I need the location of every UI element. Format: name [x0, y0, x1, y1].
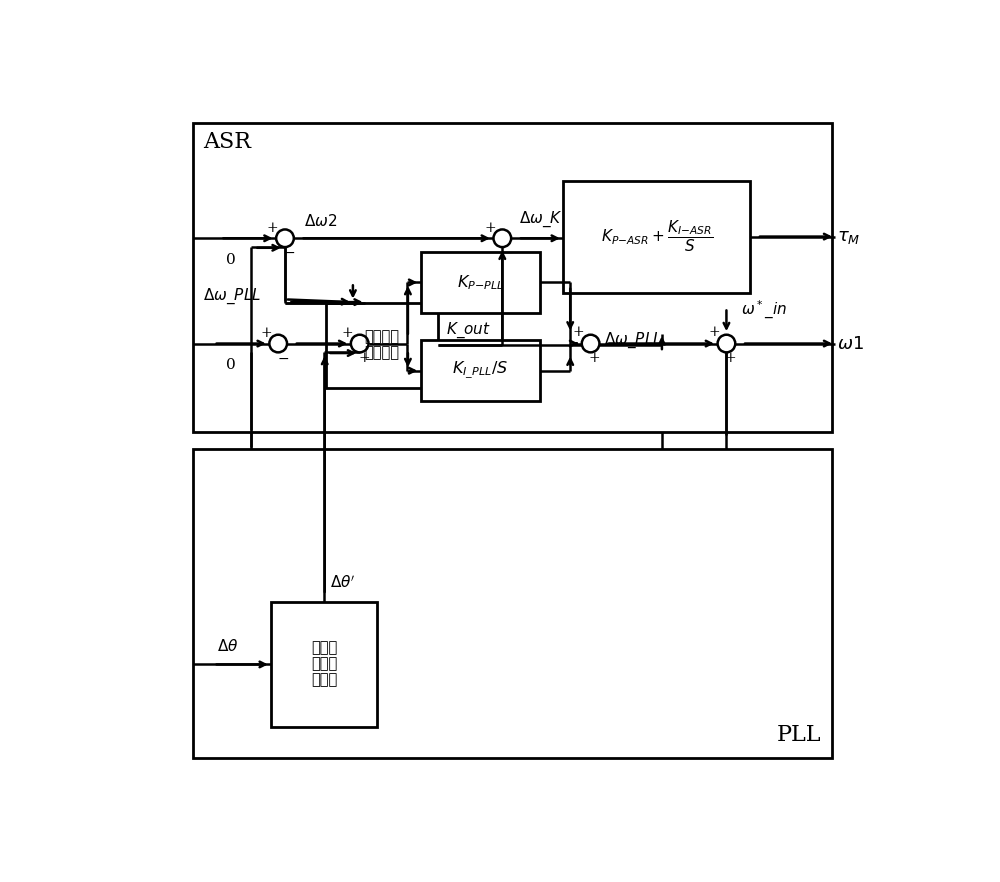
Circle shape — [582, 334, 599, 353]
Circle shape — [493, 229, 511, 247]
Text: ASR: ASR — [203, 131, 251, 153]
Text: $\Delta\omega\_PLL$: $\Delta\omega\_PLL$ — [203, 287, 262, 306]
Text: 轴误差
波动滤
除算法: 轴误差 波动滤 除算法 — [311, 641, 337, 688]
Text: $K_{I\_PLL}/S$: $K_{I\_PLL}/S$ — [452, 360, 508, 381]
Circle shape — [718, 334, 735, 353]
Text: +: + — [724, 352, 736, 365]
Bar — [193, 449, 832, 758]
Text: +: + — [267, 221, 279, 235]
Circle shape — [351, 334, 369, 353]
Text: 速度波动
提取算法: 速度波动 提取算法 — [364, 330, 399, 361]
Text: $\Delta\theta'$: $\Delta\theta'$ — [330, 575, 356, 592]
Text: $\Delta\theta$: $\Delta\theta$ — [217, 639, 239, 654]
Bar — [271, 602, 377, 728]
Text: +: + — [260, 326, 272, 340]
Text: −: − — [277, 352, 289, 365]
Bar — [193, 123, 832, 432]
Bar — [421, 340, 540, 401]
Text: +: + — [588, 352, 600, 365]
Text: $\omega^*\_in$: $\omega^*\_in$ — [741, 298, 787, 321]
Text: −: − — [501, 246, 513, 260]
Text: PLL: PLL — [777, 723, 822, 745]
Text: $K\_out$: $K\_out$ — [446, 320, 491, 340]
Text: +: + — [708, 325, 720, 339]
Bar — [563, 181, 750, 293]
Text: $\omega 1$: $\omega 1$ — [837, 334, 864, 353]
Circle shape — [269, 334, 287, 353]
Text: +: + — [573, 325, 584, 339]
Text: $\Delta\omega 2$: $\Delta\omega 2$ — [304, 213, 337, 228]
Text: +: + — [484, 221, 496, 235]
Text: $K_{P\mathrm{-}PLL}$: $K_{P\mathrm{-}PLL}$ — [457, 273, 504, 292]
Text: 0: 0 — [226, 358, 236, 372]
Bar — [421, 252, 540, 313]
Text: $\Delta\omega\_K$: $\Delta\omega\_K$ — [519, 209, 563, 228]
Text: +: + — [342, 326, 353, 340]
Bar — [326, 303, 438, 388]
Text: $\Delta\omega\_PLL$: $\Delta\omega\_PLL$ — [604, 331, 662, 350]
Circle shape — [276, 229, 294, 247]
Text: −: − — [284, 246, 296, 260]
Text: +: + — [359, 352, 370, 365]
Text: $\tau_M$: $\tau_M$ — [837, 228, 861, 245]
Text: 0: 0 — [226, 253, 236, 267]
Text: $K_{P\mathrm{-}ASR}+\dfrac{K_{I\mathrm{-}ASR}}{S}$: $K_{P\mathrm{-}ASR}+\dfrac{K_{I\mathrm{-… — [601, 219, 713, 254]
